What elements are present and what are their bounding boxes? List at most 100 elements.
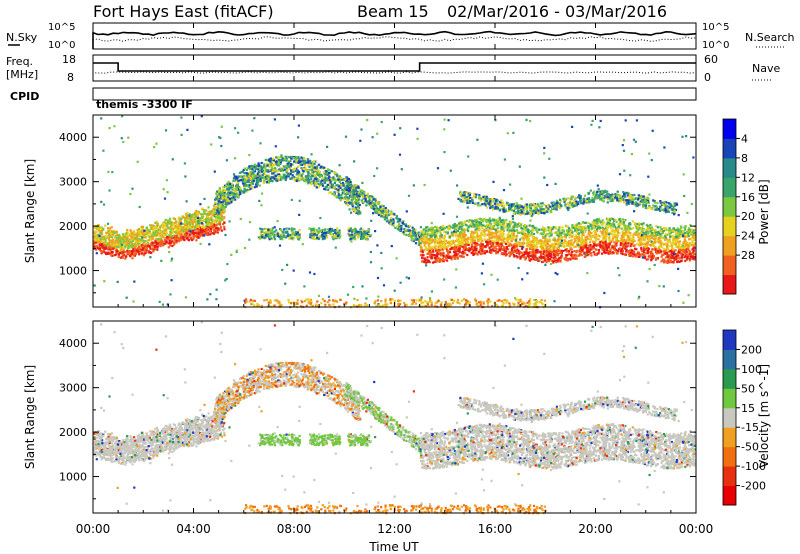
scatter-cell (234, 198, 237, 201)
scatter-cell (155, 241, 158, 244)
scatter-cell (233, 175, 236, 178)
scatter-cell (548, 260, 551, 263)
scatter-cell (435, 239, 438, 242)
scatter-cell (361, 237, 364, 240)
scatter-cell (610, 240, 613, 244)
scatter-cell (102, 246, 105, 250)
scatter-cell (210, 226, 213, 229)
scatter-cell (243, 180, 246, 183)
scatter-cell (346, 196, 349, 199)
scatter-cell (309, 159, 312, 162)
scatter-cell (414, 228, 417, 231)
scatter-cell (290, 171, 293, 174)
scatter-cell (120, 245, 123, 248)
scatter-cell (519, 231, 522, 234)
scatter-cell (635, 248, 638, 251)
scatter-cell (273, 177, 276, 180)
scatter-cell (494, 223, 497, 226)
scatter-cell (594, 218, 597, 222)
scatter-cell (113, 230, 116, 233)
scatter-cell (491, 239, 494, 242)
scatter-cell (464, 246, 468, 249)
scatter-cell (106, 252, 109, 255)
scatter-cell (316, 165, 319, 168)
scatter-cell (351, 185, 354, 189)
scatter-cell (269, 160, 272, 163)
scatter-cell (236, 184, 239, 187)
scatter-cell (471, 244, 474, 247)
scatter-cell (537, 259, 540, 262)
scatter-cell (362, 233, 365, 236)
scatter-cell (145, 244, 148, 247)
scatter-cell (130, 236, 133, 239)
scatter-cell (688, 257, 691, 261)
nave-tick-top: 60 (704, 53, 718, 66)
scatter-cell (336, 172, 339, 175)
scatter-cell (589, 238, 592, 241)
scatter-cell (646, 243, 649, 246)
scatter-cell (604, 233, 607, 236)
scatter-cell (152, 232, 155, 235)
scatter-cell (118, 244, 121, 248)
scatter-cell (307, 181, 310, 184)
scatter-cell (116, 237, 120, 240)
scatter-cell (350, 198, 353, 201)
scatter-cell (257, 162, 260, 165)
scatter-cell (105, 231, 108, 234)
scatter-cell (219, 226, 223, 229)
scatter-cell (237, 179, 240, 182)
scatter-cell (627, 236, 630, 239)
scatter-cell (342, 183, 345, 186)
scatter-cell (485, 229, 488, 232)
scatter-cell (434, 260, 437, 263)
scatter-cell (215, 216, 218, 219)
scatter-cell (161, 222, 165, 225)
scatter-cell (122, 246, 125, 249)
scatter-cell (277, 232, 280, 235)
scatter-cell (614, 235, 617, 238)
scatter-cell (121, 234, 124, 237)
scatter-cell (141, 228, 144, 231)
scatter-cell (315, 181, 318, 184)
scatter-cell (675, 232, 678, 235)
scatter-cell (574, 227, 577, 230)
scatter-cell (317, 169, 320, 172)
scatter-cell (633, 240, 636, 243)
scatter-cell (104, 251, 107, 254)
scatter-cell (281, 155, 284, 159)
scatter-cell (289, 160, 292, 163)
scatter-cell (202, 234, 205, 237)
scatter-cell (281, 238, 284, 241)
scatter-cell (126, 241, 129, 244)
scatter-cell (164, 227, 167, 230)
scatter-cell (224, 199, 227, 202)
scatter-cell (242, 168, 245, 171)
scatter-cell (256, 176, 259, 179)
scatter-cell (536, 257, 539, 260)
scatter-cell (353, 193, 356, 196)
scatter-cell (138, 253, 141, 256)
scatter-cell (420, 254, 423, 257)
scatter-cell (658, 230, 661, 233)
scatter-cell (220, 215, 223, 218)
scatter-cell (508, 226, 511, 229)
scatter-cell (295, 179, 298, 183)
scatter-cell (136, 247, 139, 250)
scatter-cell (365, 231, 368, 234)
scatter-cell (284, 164, 287, 167)
cpid-label: CPID (10, 90, 39, 103)
scatter-cell (251, 174, 254, 178)
scatter-cell (327, 188, 330, 191)
scatter-cell (102, 249, 105, 252)
scatter-cell (213, 206, 216, 209)
scatter-cell (344, 194, 348, 197)
scatter-cell (191, 232, 194, 235)
scatter-cell (655, 231, 658, 234)
scatter-cell (108, 233, 111, 236)
cpid-value: themis -3300 IF (96, 98, 193, 111)
scatter-cell (362, 228, 365, 231)
scatter-cell (359, 212, 362, 215)
scatter-cell (227, 180, 230, 183)
scatter-cell (163, 223, 166, 226)
scatter-cell (232, 177, 235, 180)
